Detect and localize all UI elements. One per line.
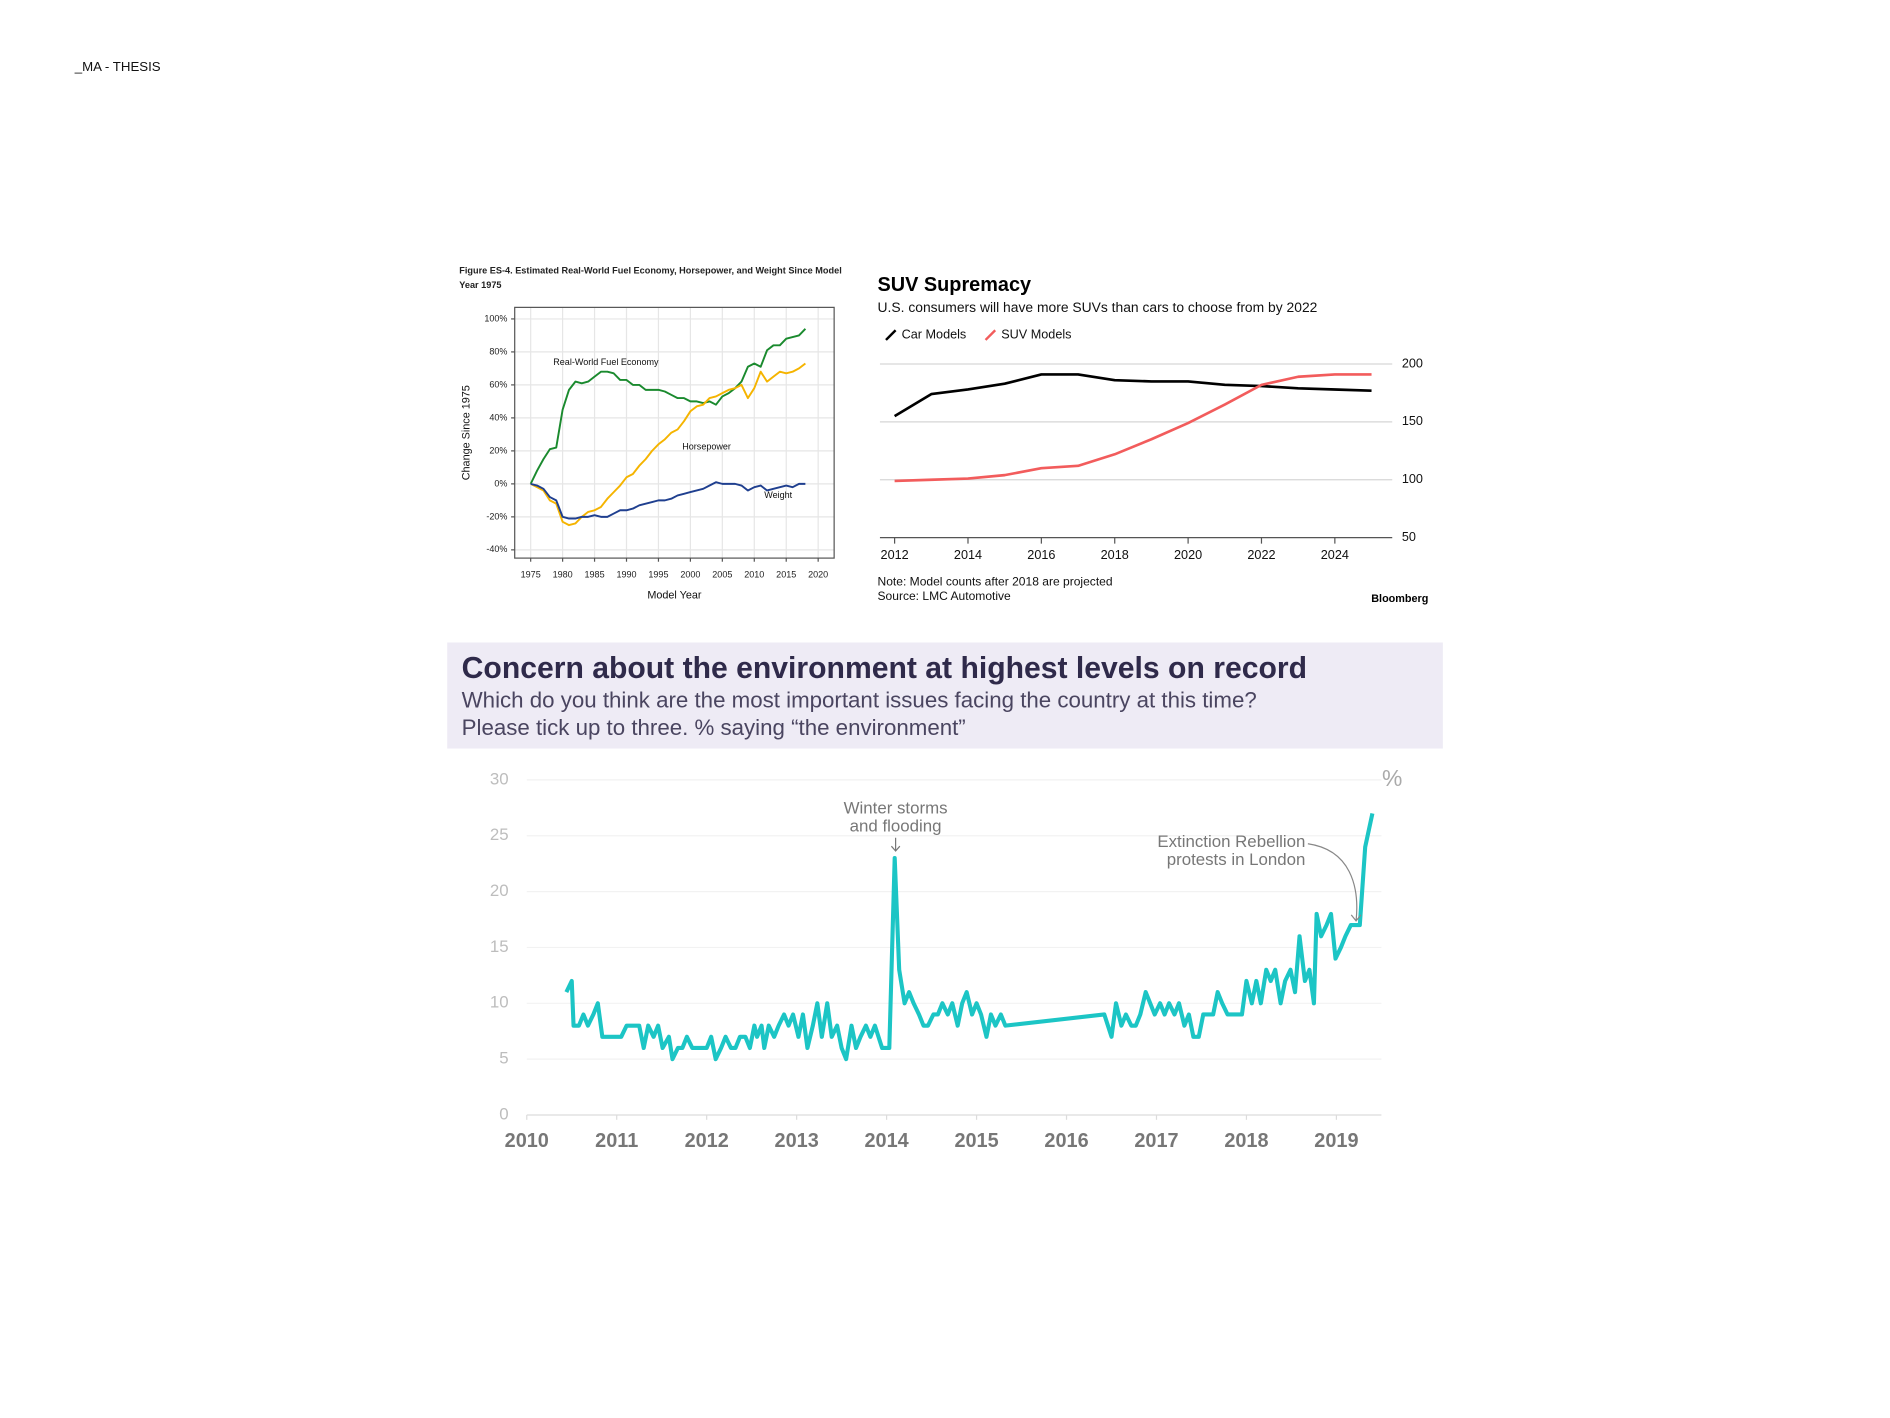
chart-title: Figure ES-4. Estimated Real-World Fuel E…	[459, 265, 842, 291]
y-tick-label: 30	[490, 769, 509, 788]
y-tick-label: 100	[1402, 472, 1423, 486]
y-tick-label: -20%	[486, 511, 507, 521]
chart-title: SUV Supremacy	[878, 274, 1032, 296]
y-tick-label: 50	[1402, 530, 1416, 544]
x-tick-label: 2014	[954, 548, 982, 562]
y-tick-label: 100%	[484, 313, 507, 323]
chart-subtitle: Which do you think are the most importan…	[462, 687, 1257, 712]
data-line	[893, 373, 1372, 418]
y-axis-label: Change Since 1975	[460, 385, 472, 480]
y-tick-label: 20	[490, 881, 509, 900]
x-tick-label: 1995	[648, 569, 668, 579]
x-tick-label: 2019	[1314, 1130, 1358, 1152]
page-header: _MA - THESIS	[74, 59, 161, 74]
legend-swatch	[885, 329, 897, 341]
y-tick-label: 20%	[489, 445, 507, 455]
chart-subtitle: Please tick up to three. % saying “the e…	[462, 715, 966, 740]
x-tick-label: 2012	[881, 548, 909, 562]
x-tick-label: 2015	[776, 569, 796, 579]
chart-source: Source: LMC Automotive	[878, 589, 1012, 603]
y-unit-label: %	[1382, 765, 1402, 791]
y-tick-label: 60%	[489, 379, 507, 389]
x-tick-label: 2016	[1027, 548, 1055, 562]
y-tick-label: 0	[499, 1104, 508, 1123]
annotation-arrow	[1307, 843, 1362, 922]
annotation: and flooding	[850, 816, 942, 835]
series-label: Real-World Fuel Economy	[553, 357, 659, 367]
x-tick-label: 2010	[505, 1130, 549, 1152]
y-tick-label: 10	[490, 993, 509, 1012]
chart-header-box	[447, 642, 1443, 749]
data-line	[530, 362, 806, 527]
y-tick-label: -40%	[486, 544, 507, 554]
x-tick-label: 2000	[680, 569, 700, 579]
legend-swatch	[984, 329, 997, 341]
legend-label: SUV Models	[1001, 327, 1071, 341]
data-line	[894, 373, 1372, 483]
plot-frame	[514, 306, 835, 559]
x-tick-label: 2012	[685, 1130, 729, 1152]
x-tick-label: 2013	[775, 1130, 819, 1152]
x-tick-label: 2017	[1134, 1130, 1178, 1152]
annotation-arrow	[890, 837, 901, 852]
data-line	[530, 481, 806, 520]
x-tick-label: 2020	[1174, 548, 1202, 562]
series-label: Weight	[764, 490, 792, 500]
x-tick-label: 1985	[585, 569, 605, 579]
x-tick-label: 2024	[1321, 548, 1349, 562]
y-tick-label: 80%	[489, 346, 507, 356]
x-tick-label: 1990	[616, 569, 636, 579]
y-tick-label: 0%	[494, 478, 507, 488]
x-tick-label: 2011	[595, 1130, 638, 1152]
x-tick-label: 2022	[1247, 548, 1275, 562]
x-tick-label: 2018	[1101, 548, 1129, 562]
x-tick-label: 2020	[808, 569, 828, 579]
x-tick-label: 2016	[1044, 1130, 1088, 1152]
y-tick-label: 200	[1402, 356, 1423, 370]
x-tick-label: 1980	[553, 569, 573, 579]
chart-subtitle: U.S. consumers will have more SUVs than …	[878, 299, 1318, 315]
annotation: Winter storms	[844, 798, 948, 817]
x-tick-label: 2018	[1224, 1130, 1268, 1152]
x-tick-label: 2005	[712, 569, 732, 579]
x-tick-label: 2015	[954, 1130, 998, 1152]
x-tick-label: 2014	[864, 1130, 908, 1152]
data-line	[529, 328, 807, 485]
y-tick-label: 25	[490, 825, 509, 844]
annotation: protests in London	[1167, 850, 1306, 869]
x-tick-label: 1975	[521, 569, 541, 579]
x-tick-label: 2010	[744, 569, 764, 579]
brand-label: Bloomberg	[1371, 593, 1428, 605]
y-tick-label: 15	[490, 937, 509, 956]
y-tick-label: 5	[499, 1049, 508, 1068]
legend-label: Car Models	[902, 327, 967, 341]
x-axis-label: Model Year	[647, 589, 702, 601]
y-tick-label: 40%	[489, 412, 507, 422]
annotation: Extinction Rebellion	[1157, 832, 1305, 851]
series-label: Horsepower	[682, 442, 731, 452]
chart-title: Concern about the environment at highest…	[462, 652, 1307, 685]
y-tick-label: 150	[1402, 414, 1423, 428]
chart-note: Note: Model counts after 2018 are projec…	[878, 574, 1113, 588]
data-line	[564, 812, 1375, 1062]
